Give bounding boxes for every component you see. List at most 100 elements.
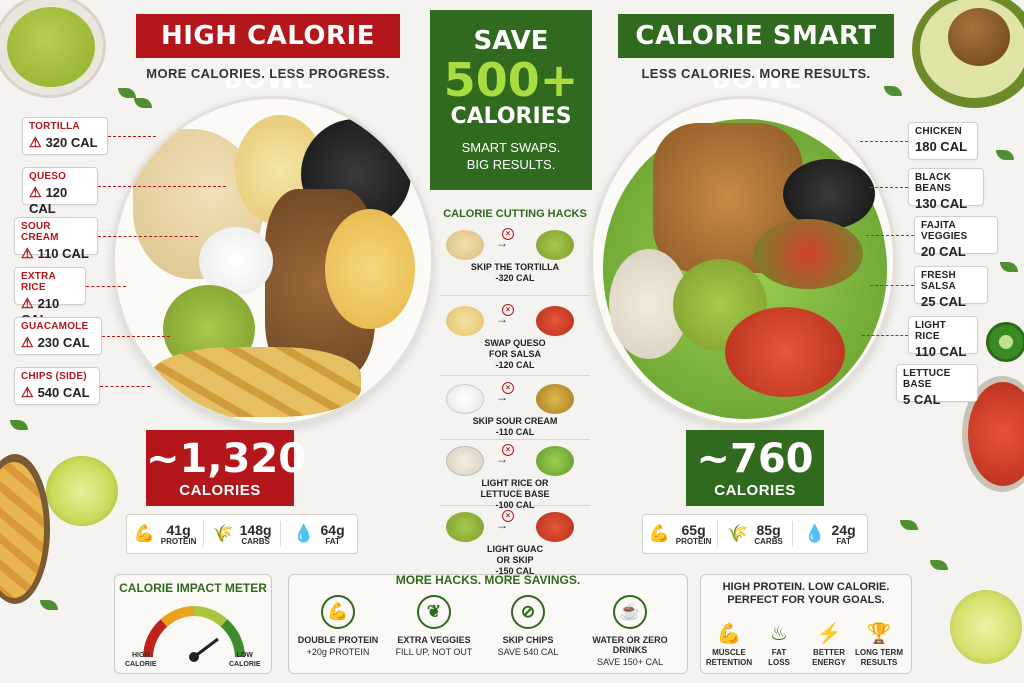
- lime-image: [46, 456, 118, 526]
- label-lettuce-base: LETTUCE BASE 5 CAL: [896, 364, 978, 407]
- hack-item: × → LIGHT RICE OR LETTUCE BASE -100 CAL: [440, 442, 590, 510]
- macro-fat: 💧 64g FAT: [293, 521, 345, 546]
- hack-double-protein: 💪 DOUBLE PROTEIN +20g PROTEIN: [293, 595, 383, 657]
- macro-protein: 💪 41g PROTEIN: [127, 521, 204, 547]
- veggie-icon: ❦: [417, 595, 451, 629]
- left-title: HIGH CALORIE BOWL: [136, 14, 400, 95]
- arrow-icon: →: [496, 452, 508, 466]
- cilantro-icon: [10, 420, 28, 430]
- hack-water: ☕ WATER OR ZERO DRINKS SAVE 150+ CAL: [575, 595, 685, 667]
- right-total-unit: CALORIES: [714, 482, 796, 499]
- label-tortilla: TORTILLA ⚠ 320 CAL: [22, 117, 108, 155]
- left-macros: 💪 41g PROTEIN 🌾 148g CARBS 💧 64g FAT: [126, 514, 358, 554]
- wheat-icon: 🌾: [212, 524, 234, 543]
- right-total: ~760 CALORIES: [686, 430, 824, 506]
- label-queso: QUESO ⚠ 120 CAL: [22, 167, 98, 216]
- muscle-icon: 💪: [716, 623, 742, 645]
- right-macros: 💪 65g PROTEIN 🌾 85g CARBS 💧 24g FAT: [642, 514, 868, 554]
- hack-item: × → SKIP THE TORTILLA -320 CAL: [440, 226, 590, 296]
- calorie-smart-bowl-image: [590, 96, 896, 426]
- trophy-icon: 🏆: [866, 623, 892, 645]
- cilantro-icon: [930, 560, 948, 570]
- goals-panel: HIGH PROTEIN. LOW CALORIE. PERFECT FOR YO…: [700, 574, 912, 674]
- calorie-impact-meter: CALORIE IMPACT METER HIGH CALORIE LOW CALO…: [114, 574, 272, 674]
- muscle-icon: 💪: [133, 524, 155, 543]
- hack-item: × → SWAP QUESO FOR SALSA -120 CAL: [440, 302, 590, 376]
- cup-icon: ☕: [613, 595, 647, 629]
- arrow-icon: →: [496, 518, 508, 532]
- hack-item: × → LIGHT GUAC OR SKIP -150 CAL: [440, 508, 590, 576]
- label-guacamole: GUACAMOLE ⚠ 230 CAL: [14, 317, 102, 355]
- arrow-icon: →: [496, 312, 508, 326]
- cilantro-icon: [118, 88, 136, 98]
- label-chicken: CHICKEN 180 CAL: [908, 122, 978, 160]
- label-fresh-salsa: FRESH SALSA 25 CAL: [914, 266, 988, 309]
- more-hacks-panel: MORE HACKS. MORE SAVINGS. 💪 DOUBLE PROTE…: [288, 573, 688, 674]
- jalapeno-image: [986, 322, 1024, 362]
- label-light-rice: LIGHT RICE 110 CAL: [908, 316, 978, 359]
- save-sub-2: BIG RESULTS.: [466, 157, 556, 172]
- warning-icon: ⚠: [29, 184, 42, 200]
- flame-icon: ♨: [770, 623, 788, 645]
- save-callout: SAVE 500+ CALORIES SMART SWAPS. BIG RESU…: [430, 10, 592, 190]
- macro-protein: 💪 65g PROTEIN: [643, 521, 718, 547]
- drop-icon: 💧: [293, 524, 315, 543]
- cross-icon: ×: [502, 228, 514, 240]
- hack-extra-veggies: ❦ EXTRA VEGGIES FILL UP, NOT OUT: [389, 595, 479, 657]
- cross-icon: ×: [502, 510, 514, 522]
- more-hacks-title: MORE HACKS. MORE SAVINGS.: [395, 573, 581, 587]
- save-sub-1: SMART SWAPS.: [461, 140, 561, 155]
- hacks-title: CALORIE CUTTING HACKS: [443, 208, 587, 220]
- goals-title: HIGH PROTEIN. LOW CALORIE. PERFECT FOR YO…: [722, 581, 890, 606]
- left-total-unit: CALORIES: [179, 482, 261, 499]
- no-chips-icon: ⊘: [511, 595, 545, 629]
- right-total-value: ~760: [696, 436, 814, 482]
- cilantro-icon: [900, 520, 918, 530]
- high-calorie-bowl-image: [112, 96, 434, 426]
- bolt-icon: ⚡: [816, 623, 842, 645]
- label-black-beans: BLACK BEANS 130 CAL: [908, 168, 984, 211]
- label-chips: CHIPS (SIDE) ⚠ 540 CAL: [14, 367, 100, 405]
- chips-bowl-image: [0, 454, 50, 604]
- cross-icon: ×: [502, 382, 514, 394]
- warning-icon: ⚠: [21, 334, 34, 350]
- avocado-image: [912, 0, 1024, 108]
- goal-muscle: 💪 MUSCLE RETENTION: [703, 621, 755, 668]
- save-label: SAVE: [473, 26, 549, 56]
- save-calories-label: CALORIES: [450, 104, 572, 129]
- meter-low-label: LOW CALORIE: [229, 652, 261, 668]
- left-tagline: MORE CALORIES. LESS PROGRESS.: [146, 66, 390, 81]
- meter-title: CALORIE IMPACT METER: [119, 581, 267, 595]
- meter-high-label: HIGH CALORIE: [125, 652, 157, 668]
- warning-icon: ⚠: [21, 295, 34, 311]
- hack-item: × → SKIP SOUR CREAM -110 CAL: [440, 380, 590, 440]
- save-amount: 500+: [443, 53, 579, 107]
- cross-icon: ×: [502, 444, 514, 456]
- right-tagline: LESS CALORIES. MORE RESULTS.: [641, 66, 871, 81]
- arrow-icon: →: [496, 236, 508, 250]
- cilantro-icon: [134, 98, 152, 108]
- macro-carbs: 🌾 85g CARBS: [718, 521, 793, 547]
- right-title: CALORIE SMART BOWL: [618, 14, 894, 95]
- warning-icon: ⚠: [21, 384, 34, 400]
- muscle-icon: 💪: [321, 595, 355, 629]
- label-extra-rice: EXTRA RICE ⚠210 CAL: [14, 267, 86, 327]
- lime-image-right: [950, 590, 1022, 664]
- macro-fat: 💧 24g FAT: [804, 521, 856, 546]
- muscle-icon: 💪: [648, 524, 670, 543]
- arrow-icon: →: [496, 390, 508, 404]
- label-sour-cream: SOUR CREAM ⚠ 110 CAL: [14, 217, 98, 261]
- cilantro-icon: [40, 600, 58, 610]
- cilantro-icon: [1000, 262, 1018, 272]
- wheat-icon: 🌾: [727, 524, 749, 543]
- hack-skip-chips: ⊘ SKIP CHIPS SAVE 540 CAL: [483, 595, 573, 657]
- warning-icon: ⚠: [29, 134, 42, 150]
- warning-icon: ⚠: [21, 245, 34, 261]
- cross-icon: ×: [502, 304, 514, 316]
- label-fajita-veggies: FAJITA VEGGIES 20 CAL: [914, 216, 998, 259]
- macro-carbs: 🌾 148g CARBS: [204, 521, 281, 547]
- left-total-value: ~1,320: [146, 436, 307, 482]
- cilantro-icon: [884, 86, 902, 96]
- goal-fat-loss: ♨ FAT LOSS: [753, 621, 805, 668]
- goal-results: 🏆 LONG TERM RESULTS: [855, 623, 903, 667]
